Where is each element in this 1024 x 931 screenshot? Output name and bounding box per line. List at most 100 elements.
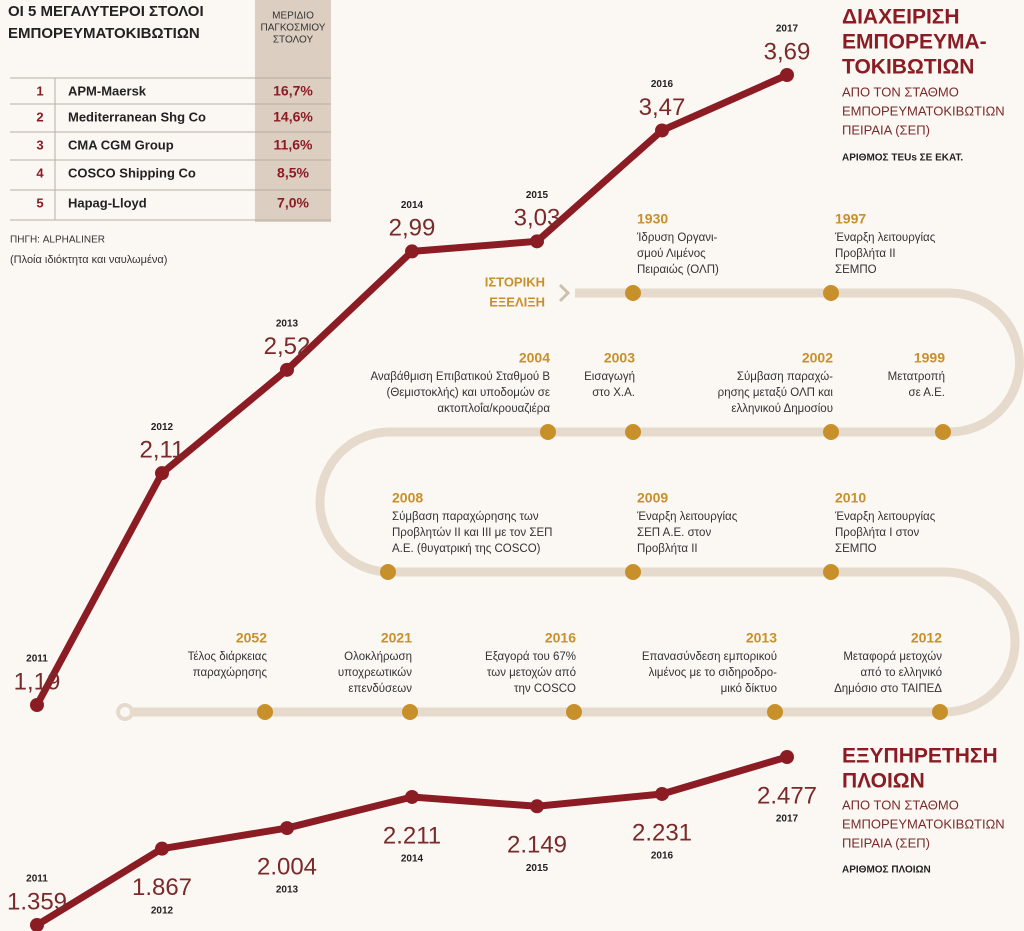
event-year: 2003: [604, 350, 635, 366]
event-text: ΣΕΜΠΟ: [835, 264, 877, 276]
chart-title: ΤΟΚΙΒΩΤΙΩΝ: [842, 56, 974, 79]
event-text: Προβλήτα Ι στον: [835, 527, 919, 539]
table-header: ΣΤΟΛΟΥ: [273, 35, 314, 46]
event-text: ρησης μεταξύ ΟΛΠ και: [718, 387, 834, 399]
event-text: Εισαγωγή: [584, 371, 635, 383]
event-text: ακτοπλοΐα/κρουαζιέρα: [437, 403, 550, 415]
value-label: 3,03: [514, 205, 561, 232]
chart-title: ΕΞΥΠΗΡΕΤΗΣΗ: [842, 745, 998, 768]
company: COSCO Shipping Co: [68, 165, 196, 180]
event-text: Έναρξη λειτουργίας: [636, 511, 738, 523]
event-text: ΣΕΠ Α.Ε. στον: [637, 527, 711, 539]
chart-title: ΕΜΠΟΡΕΥΜΑ-: [842, 31, 987, 54]
value-label: 2,52: [264, 333, 311, 360]
share: 16,7%: [273, 83, 313, 99]
value-label: 1.867: [132, 874, 192, 901]
share: 14,6%: [273, 109, 313, 125]
event-text: Ολοκλήρωση: [344, 651, 412, 663]
event-year: 2002: [802, 350, 833, 366]
event-year: 2008: [392, 490, 423, 506]
value-label: 2,11: [140, 437, 185, 464]
event-text: Τέλος διάρκειας: [188, 651, 268, 663]
unit-label: ΑΡΙΘΜΟΣ TEUs ΣΕ ΕΚΑΤ.: [842, 153, 963, 164]
chart-subtitle: ΑΠΟ ΤΟΝ ΣΤΑΘΜΟ: [842, 797, 959, 812]
timeline-dot: [823, 285, 839, 301]
value-label: 1,19: [14, 668, 61, 695]
year-label: 2017: [776, 24, 799, 35]
point: [30, 698, 44, 712]
year-label: 2011: [26, 654, 48, 665]
value-label: 3,69: [764, 38, 811, 65]
event-text: επενδύσεων: [348, 683, 412, 695]
year-label: 2013: [276, 885, 299, 896]
event-text: υποχρεωτικών: [338, 667, 412, 679]
timeline-dot: [935, 424, 951, 440]
event-text: Σύμβαση παραχώ-: [737, 371, 833, 383]
table-source: ΠΗΓΗ: ALPHALINER: [10, 235, 105, 246]
event-year: 2012: [911, 630, 942, 646]
event-text: Α.Ε. (θυγατρική της COSCO): [392, 543, 541, 555]
value-label: 2.149: [507, 832, 567, 859]
timeline-dot: [402, 704, 418, 720]
chart-subtitle: ΠΕΙΡΑΙΑ (ΣΕΠ): [842, 835, 930, 850]
event-text: σε Α.Ε.: [908, 387, 945, 399]
value-label: 2.477: [757, 782, 817, 809]
share: 8,5%: [277, 165, 309, 181]
event-text: ελληνικού Δημοσίου: [731, 403, 833, 415]
point: [780, 750, 794, 764]
timeline-label: ΙΣΤΟΡΙΚΗ: [485, 274, 545, 289]
event-text: Πειραιώς (ΟΛΠ): [637, 264, 719, 276]
event-text: λιμένος με το σιδηροδρο-: [649, 667, 778, 679]
event-text: ΣΕΜΠΟ: [835, 543, 877, 555]
event-year: 2009: [637, 490, 668, 506]
event-year: 2021: [381, 630, 412, 646]
event-year: 2004: [519, 350, 550, 366]
value-label: 2.231: [632, 819, 692, 846]
event-year: 2010: [835, 490, 866, 506]
point: [780, 68, 794, 82]
event-text: (Θεμιστοκλής) και υποδομών σε: [387, 387, 550, 399]
year-label: 2013: [276, 318, 299, 329]
year-label: 2016: [651, 79, 674, 90]
rank: 3: [36, 137, 43, 152]
timeline-dot: [823, 424, 839, 440]
event-text: των μετοχών από: [487, 667, 576, 679]
value-label: 1.359: [7, 888, 67, 915]
table-header: ΜΕΡΙΔΙΟ: [272, 11, 314, 22]
timeline-dot: [380, 564, 396, 580]
company: CMA CGM Group: [68, 137, 174, 152]
timeline-dot: [823, 564, 839, 580]
point: [155, 841, 169, 856]
table-title: ΕΜΠΟΡΕΥΜΑΤΟΚΙΒΩΤΙΩΝ: [8, 25, 200, 42]
event-text: Μετατροπή: [888, 371, 945, 383]
year-label: 2012: [151, 422, 174, 433]
value-label: 2.211: [383, 822, 441, 849]
event-year: 2013: [746, 630, 777, 646]
point: [655, 786, 669, 801]
event-text: Αναβάθμιση Επιβατικού Σταθμού Β: [370, 371, 550, 383]
timeline-dot: [625, 424, 641, 440]
event-text: Επανασύνδεση εμπορικού: [642, 651, 777, 663]
timeline-dot: [566, 704, 582, 720]
event-text: Εξαγορά του 67%: [485, 651, 576, 663]
event-text: Έναρξη λειτουργίας: [834, 511, 936, 523]
share: 11,6%: [274, 137, 313, 153]
timeline-dot: [767, 704, 783, 720]
value-label: 2,99: [389, 215, 436, 242]
event-year: 1930: [637, 211, 668, 227]
timeline-dot: [257, 704, 273, 720]
chart-title: ΠΛΟΙΩΝ: [842, 770, 925, 793]
company: APM-Maersk: [68, 83, 147, 98]
unit-label: ΑΡΙΘΜΟΣ ΠΛΟΙΩΝ: [842, 865, 931, 876]
event-text: παραχώρησης: [193, 667, 268, 679]
rank: 5: [36, 195, 43, 210]
company: Hapag-Lloyd: [68, 195, 147, 210]
event-text: Μεταφορά μετοχών: [843, 651, 942, 663]
rank: 4: [36, 165, 44, 180]
rank: 2: [36, 109, 43, 124]
event-year: 1997: [835, 211, 866, 227]
event-year: 1999: [914, 350, 945, 366]
event-text: Έναρξη λειτουργίας: [834, 232, 936, 244]
year-label: 2014: [401, 200, 424, 211]
